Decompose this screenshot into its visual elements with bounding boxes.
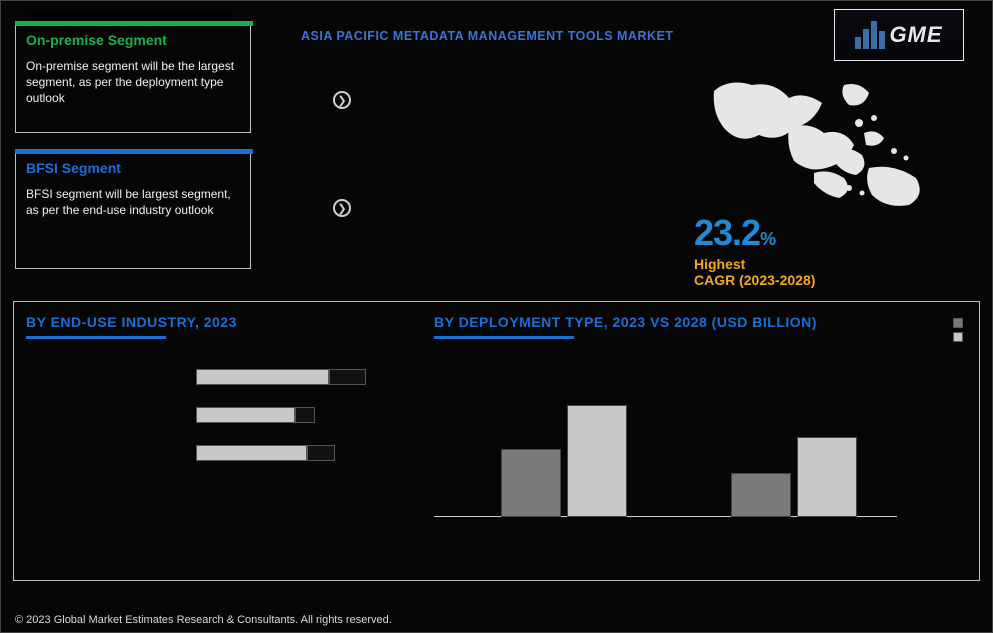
cagr-highest-label: Highest (694, 256, 964, 272)
cagr-value: 23.2 (694, 212, 760, 253)
top-strip-decoration (31, 11, 231, 17)
chevron-icon: ❯ (333, 91, 351, 109)
infographic-root: GME ASIA PACIFIC METADATA MANAGEMENT TOO… (0, 0, 993, 633)
copyright-text: © 2023 Global Market Estimates Research … (15, 614, 392, 626)
gme-logo: GME (834, 9, 964, 61)
hbar-dark (329, 369, 366, 385)
hbar-dark (295, 407, 315, 423)
chart-legend (953, 318, 967, 346)
column-group (714, 437, 874, 517)
end-use-section: BY END-USE INDUSTRY, 2023 (26, 314, 416, 483)
cagr-percent-sign: % (760, 229, 776, 249)
legend-item (953, 332, 967, 342)
hbar-track (196, 407, 366, 423)
section-underline (26, 336, 166, 339)
card-accent (15, 149, 253, 154)
column-chart (434, 357, 967, 547)
chevron-icon: ❯ (333, 199, 351, 217)
card-title: BFSI Segment (26, 160, 240, 176)
hbar-light (196, 445, 307, 461)
hbar-light (196, 369, 329, 385)
card-accent (15, 21, 253, 26)
card-body: BFSI segment will be largest segment, as… (26, 186, 240, 218)
hbar-row (26, 407, 416, 423)
column-bar-b (567, 405, 627, 517)
bottom-panel: BY END-USE INDUSTRY, 2023 BY DEPLOYMENT … (13, 301, 980, 581)
hbar-row (26, 445, 416, 461)
logo-bars-icon (855, 21, 885, 49)
legend-item (953, 318, 967, 328)
cagr-period-label: CAGR (2023-2028) (694, 272, 964, 288)
card-on-premise: On-premise Segment On-premise segment wi… (15, 23, 251, 133)
horizontal-bar-chart (26, 369, 416, 461)
card-body: On-premise segment will be the largest s… (26, 58, 240, 107)
hbar-dark (307, 445, 336, 461)
card-title: On-premise Segment (26, 32, 240, 48)
column-bar-a (731, 473, 791, 517)
column-bar-b (797, 437, 857, 517)
legend-swatch (953, 318, 963, 328)
section-title: BY END-USE INDUSTRY, 2023 (26, 314, 416, 330)
card-bfsi: BFSI Segment BFSI segment will be larges… (15, 151, 251, 269)
legend-swatch (953, 332, 963, 342)
hbar-row (26, 369, 416, 385)
hbar-track (196, 369, 366, 385)
column-group (484, 405, 644, 517)
main-title: ASIA PACIFIC METADATA MANAGEMENT TOOLS M… (301, 29, 673, 43)
column-bar-a (501, 449, 561, 517)
deployment-section: BY DEPLOYMENT TYPE, 2023 VS 2028 (USD BI… (434, 314, 967, 547)
section-underline (434, 336, 574, 339)
map-cagr-block: 23.2% Highest CAGR (2023-2028) (694, 73, 964, 288)
asia-pacific-map-icon (694, 73, 944, 213)
hbar-light (196, 407, 295, 423)
section-title: BY DEPLOYMENT TYPE, 2023 VS 2028 (USD BI… (434, 314, 967, 330)
hbar-track (196, 445, 366, 461)
logo-text: GME (889, 22, 942, 48)
